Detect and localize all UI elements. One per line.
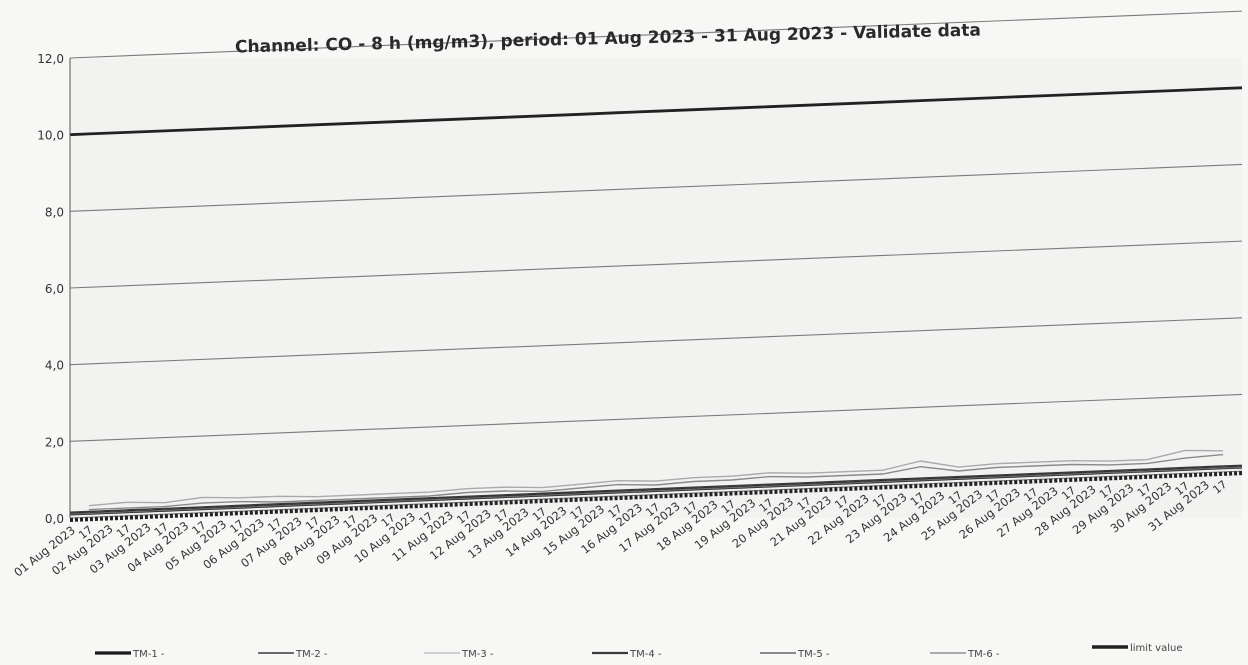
y-tick-label: 6,0 [45,282,64,296]
y-tick-labels: 0,0 2,0 4,0 6,0 8,0 10,0 12,0 [37,52,64,526]
legend-label: TM-4 - [629,649,662,660]
axes [69,58,1243,522]
legend-label: TM-5 - [797,649,830,660]
y-tick-label: 4,0 [45,359,64,373]
series-line [88,453,1224,511]
gridline [69,163,1243,212]
legend-label: TM-2 - [295,649,328,660]
gridline [69,317,1243,366]
legend-label: limit value [1130,643,1183,654]
legend: TM-1 - TM-2 - TM-3 - TM-4 - TM-5 - TM-6 - limi… [95,643,1183,660]
series-line [69,466,1243,515]
plot-area [70,58,1242,518]
legend-label: TM-6 - [967,649,1000,660]
gridline [69,10,1243,59]
gridline [69,393,1243,442]
x-axis [69,471,1243,522]
legend-label: TM-3 - [461,649,494,660]
gridline [69,240,1243,289]
series-line [69,86,1243,137]
chart-title: Channel: CO - 8 h (mg/m3), period: 01 Au… [235,21,981,58]
series-line [69,464,1243,514]
legend-label: TM-1 - [132,649,165,660]
y-tick-label: 8,0 [45,205,64,219]
series-line [88,449,1224,507]
series-lines [69,86,1243,516]
y-tick-label: 2,0 [45,435,64,449]
y-tick-label: 0,0 [45,512,64,526]
y-tick-label: 10,0 [37,129,64,143]
y-tick-label: 12,0 [37,52,64,66]
